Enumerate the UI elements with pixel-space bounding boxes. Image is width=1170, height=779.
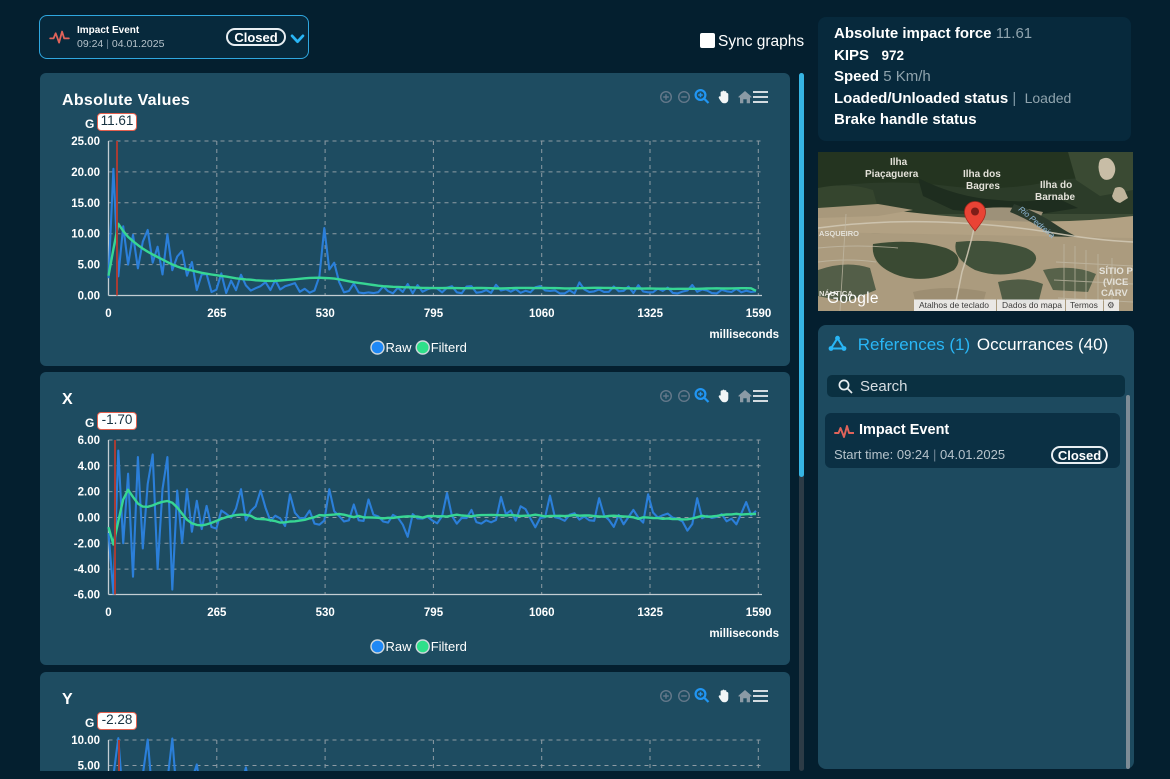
svg-text:20.00: 20.00: [71, 167, 100, 179]
svg-text:1590: 1590: [746, 308, 772, 320]
svg-text:Termos: Termos: [1070, 300, 1098, 310]
svg-text:10.00: 10.00: [71, 229, 100, 241]
svg-text:Atalhos de teclado: Atalhos de teclado: [919, 300, 989, 310]
svg-text:Piaçaguera: Piaçaguera: [865, 169, 919, 180]
svg-text:Ilha dos: Ilha dos: [963, 169, 1001, 180]
svg-text:ASQUEIRO: ASQUEIRO: [819, 229, 859, 238]
svg-text:⚙: ⚙: [1107, 300, 1115, 310]
svg-text:milliseconds: milliseconds: [709, 628, 779, 640]
svg-text:Raw: Raw: [386, 340, 413, 355]
svg-text:265: 265: [207, 607, 227, 619]
svg-text:1325: 1325: [637, 308, 663, 320]
svg-text:5.00: 5.00: [78, 260, 100, 272]
svg-text:Raw: Raw: [386, 639, 413, 654]
svg-text:1590: 1590: [746, 607, 772, 619]
svg-text:Filterd: Filterd: [431, 340, 467, 355]
svg-text:1060: 1060: [529, 607, 555, 619]
svg-text:milliseconds: milliseconds: [709, 329, 779, 341]
svg-text:5.00: 5.00: [78, 761, 100, 772]
svg-text:6.00: 6.00: [78, 435, 100, 447]
svg-text:-2.00: -2.00: [74, 538, 100, 550]
svg-text:0: 0: [105, 607, 111, 619]
svg-text:(VICE: (VICE: [1103, 277, 1128, 288]
svg-text:1325: 1325: [637, 607, 663, 619]
svg-text:2.00: 2.00: [78, 487, 100, 499]
svg-text:Bagres: Bagres: [966, 181, 1000, 192]
svg-text:Google: Google: [827, 290, 879, 307]
svg-text:265: 265: [207, 308, 227, 320]
svg-text:Barnabe: Barnabe: [1035, 192, 1075, 203]
svg-text:-4.00: -4.00: [74, 564, 100, 576]
svg-text:25.00: 25.00: [71, 136, 100, 148]
svg-text:795: 795: [424, 308, 444, 320]
svg-text:795: 795: [424, 607, 444, 619]
svg-text:10.00: 10.00: [71, 735, 100, 747]
svg-text:Dados do mapa: Dados do mapa: [1002, 300, 1062, 310]
svg-text:Filterd: Filterd: [431, 639, 467, 654]
svg-text:NÁUTICA: NÁUTICA: [819, 289, 853, 298]
svg-text:Ilha do: Ilha do: [1040, 180, 1072, 191]
svg-text:530: 530: [316, 607, 335, 619]
svg-text:0.00: 0.00: [78, 291, 100, 303]
svg-text:4.00: 4.00: [78, 461, 100, 473]
svg-text:SÍTIO P: SÍTIO P: [1099, 266, 1133, 277]
svg-text:1060: 1060: [529, 308, 555, 320]
svg-text:0: 0: [105, 308, 111, 320]
svg-text:0.00: 0.00: [78, 513, 100, 525]
svg-text:530: 530: [316, 308, 335, 320]
svg-text:CARV: CARV: [1101, 288, 1128, 299]
svg-text:Ilha: Ilha: [890, 157, 908, 168]
svg-text:-6.00: -6.00: [74, 590, 100, 602]
svg-text:15.00: 15.00: [71, 198, 100, 210]
